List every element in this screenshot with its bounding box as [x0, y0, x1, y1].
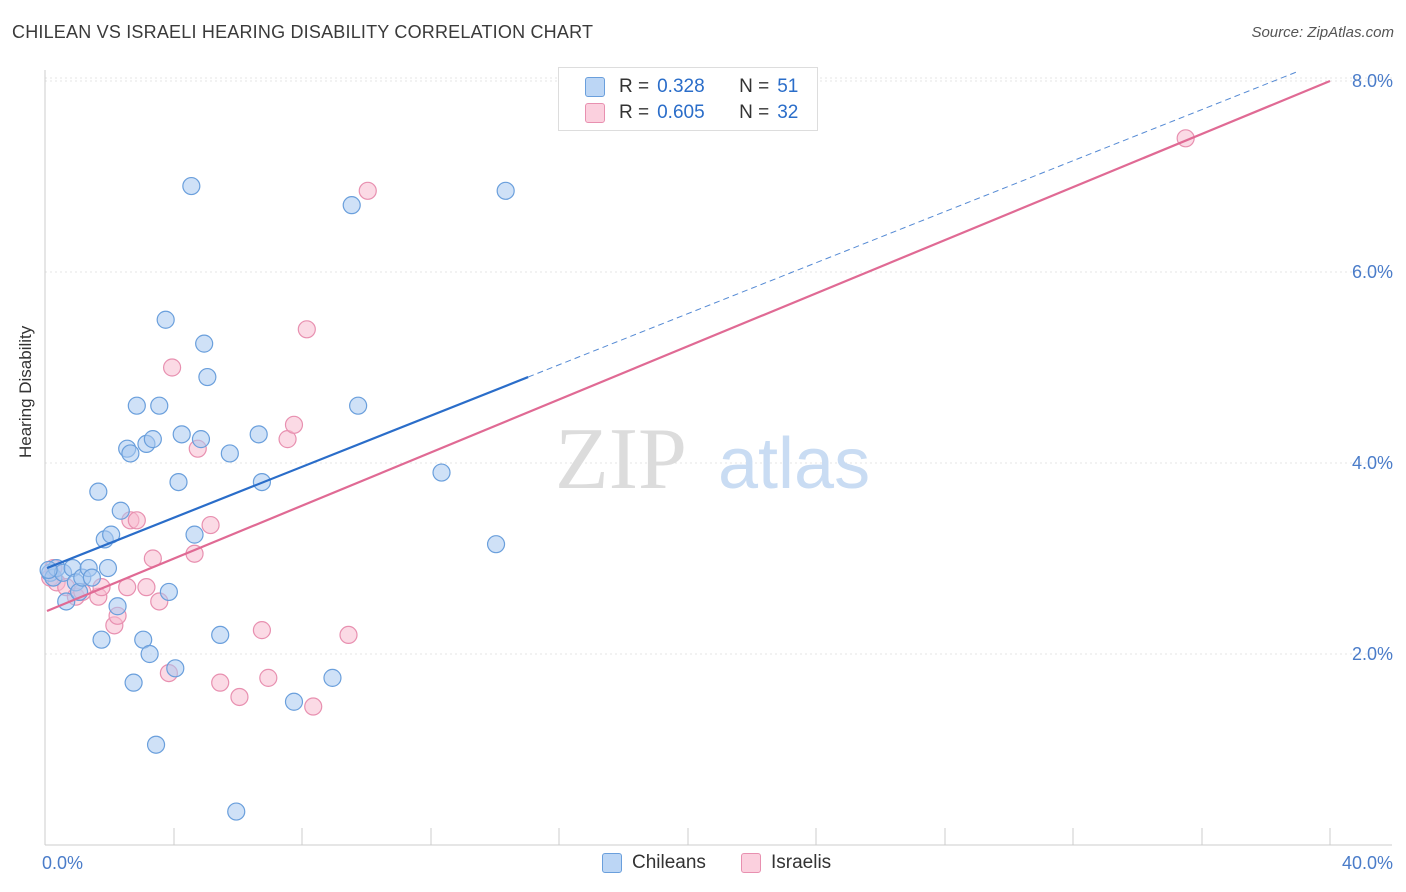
- watermark-atlas: atlas: [718, 424, 870, 504]
- correlation-legend: R = 0.328 N = 51 R = 0.605 N = 32: [558, 67, 818, 131]
- legend-label-chileans: Chileans: [632, 852, 706, 873]
- chilean-point: [185, 525, 204, 544]
- chilean-point: [227, 802, 246, 821]
- chilean-point: [323, 668, 342, 687]
- y-tick-label: 2.0%: [1352, 644, 1393, 664]
- chart-source: Source: ZipAtlas.com: [1251, 24, 1394, 41]
- israeli-point: [137, 578, 156, 597]
- chilean-point: [249, 425, 268, 444]
- r-value-chileans: 0.328: [657, 76, 705, 97]
- israeli-point: [127, 511, 146, 530]
- chilean-point: [108, 597, 127, 616]
- chilean-point: [182, 176, 201, 196]
- y-axis-label: Hearing Disability: [16, 325, 35, 458]
- chilean-point: [124, 673, 143, 692]
- israeli-point: [201, 515, 220, 535]
- chilean-point: [220, 444, 239, 463]
- n-value-chileans: 51: [777, 76, 799, 97]
- israeli-point: [284, 415, 304, 434]
- legend-row-israelis: R = 0.605 N = 32: [585, 101, 798, 125]
- tick-labels: 2.0% 4.0% 6.0% 8.0% 0.0% 40.0%: [42, 71, 1393, 873]
- legend-label-israelis: Israelis: [771, 852, 832, 873]
- n-label: N =: [739, 102, 770, 123]
- axes: [44, 70, 1392, 846]
- chilean-point: [172, 425, 191, 444]
- r-value-israelis: 0.605: [657, 102, 705, 123]
- chilean-point: [169, 473, 188, 492]
- israeli-point: [252, 621, 272, 640]
- chilean-point: [89, 482, 108, 501]
- y-tick-label: 6.0%: [1352, 262, 1393, 282]
- n-label: N =: [739, 76, 770, 97]
- chilean-point: [127, 396, 146, 415]
- israeli-point: [339, 625, 358, 645]
- chilean-point: [432, 463, 451, 482]
- israeli-point: [297, 320, 316, 339]
- y-tick-label: 8.0%: [1352, 71, 1393, 91]
- chilean-point: [349, 396, 368, 415]
- chileans-legend-icon: [602, 853, 622, 873]
- chilean-point: [146, 735, 166, 754]
- israeli-point: [230, 687, 249, 707]
- data-points: [39, 129, 1195, 821]
- chilean-point: [111, 501, 130, 520]
- chilean-point: [198, 367, 217, 387]
- israelis-swatch-icon: [585, 103, 605, 123]
- chilean-point: [156, 310, 175, 329]
- chilean-point: [121, 444, 140, 463]
- watermark: ZIP atlas: [555, 411, 870, 508]
- chilean-point: [92, 630, 111, 649]
- israeli-point: [304, 697, 323, 716]
- chilean-point: [82, 568, 102, 587]
- bottom-legend-chileans[interactable]: Chileans: [602, 852, 706, 874]
- grid-lines: [45, 77, 1392, 655]
- israeli-point: [358, 181, 377, 200]
- x-tick-label: 0.0%: [42, 853, 83, 873]
- israelis-legend-icon: [741, 853, 761, 873]
- israeli-point: [259, 668, 278, 687]
- chilean-point: [191, 430, 211, 449]
- chilean-point: [342, 196, 361, 215]
- trend-line-israelis: [46, 79, 1331, 613]
- chilean-point: [496, 181, 515, 200]
- chilean-point: [150, 396, 169, 415]
- y-tick-label: 4.0%: [1352, 453, 1393, 473]
- chilean-point: [166, 659, 185, 678]
- chilean-point: [284, 692, 304, 711]
- chileans-swatch-icon: [585, 77, 605, 97]
- r-label: R =: [619, 102, 650, 123]
- x-tick-label: 40.0%: [1342, 853, 1393, 873]
- chilean-point: [98, 558, 118, 578]
- chilean-point: [143, 430, 162, 449]
- trend-line-chileans-extension: [527, 70, 1299, 378]
- trend-line-chileans: [46, 376, 529, 570]
- n-value-israelis: 32: [777, 102, 799, 123]
- chilean-point: [486, 535, 506, 554]
- trend-lines: [46, 70, 1331, 613]
- watermark-zip: ZIP: [555, 411, 687, 508]
- chilean-point: [195, 334, 214, 353]
- legend-row-chileans: R = 0.328 N = 51: [585, 75, 798, 99]
- chilean-point: [140, 644, 159, 664]
- israeli-point: [211, 673, 230, 692]
- chilean-point: [211, 625, 230, 645]
- chart-title: CHILEAN VS ISRAELI HEARING DISABILITY CO…: [12, 22, 594, 42]
- chilean-point: [159, 582, 178, 602]
- r-label: R =: [619, 76, 650, 97]
- israeli-point: [162, 358, 182, 377]
- bottom-legend-israelis[interactable]: Israelis: [741, 852, 831, 874]
